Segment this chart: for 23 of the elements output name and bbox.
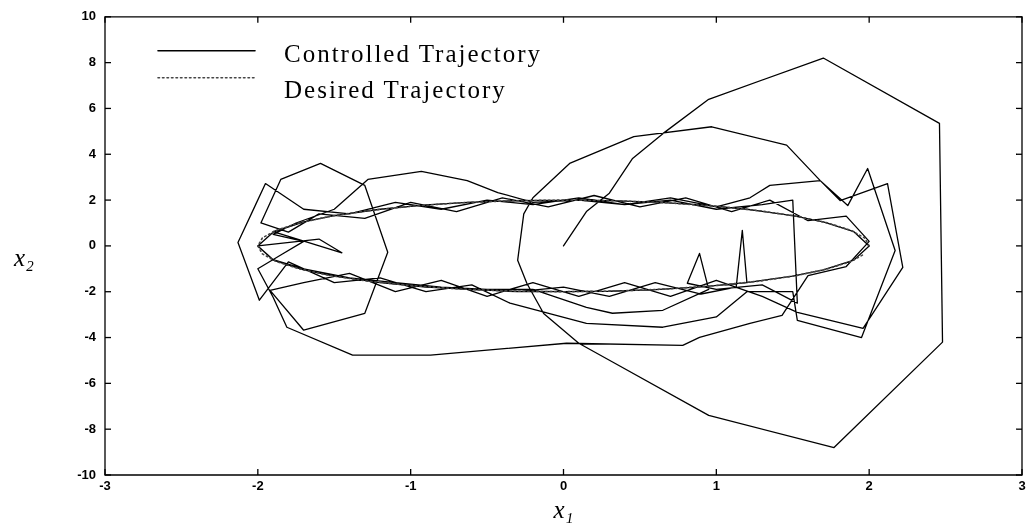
x-tick-label: -3 [99,478,111,494]
y-tick-label: -6 [84,374,96,390]
x-tick-label: 3 [1018,478,1026,494]
y-tick-label: -8 [84,420,96,436]
x-tick-label: -1 [404,478,417,494]
legend-label: Desired Trajectory [284,75,507,103]
y-axis-title: x₂ [13,244,35,272]
y-tick-label: -4 [84,329,97,345]
line-series [257,199,870,293]
y-tick-label: 10 [81,8,96,24]
y-tick-label: 6 [88,100,96,116]
legend-label: Controlled Trajectory [284,39,542,67]
y-tick-label: 2 [88,191,96,207]
y-tick-label: 4 [88,145,97,161]
y-tick-label: -10 [77,466,96,482]
y-tick-label: 0 [88,237,96,253]
x-axis-title: x₁ [552,495,574,523]
y-tick-label: 8 [88,54,96,70]
x-tick-label: -2 [252,478,264,494]
x-tick-label: 0 [559,478,568,494]
x-tick-label: 2 [865,478,873,494]
x-tick-label: 1 [712,478,720,494]
y-tick-label: -2 [84,283,96,299]
